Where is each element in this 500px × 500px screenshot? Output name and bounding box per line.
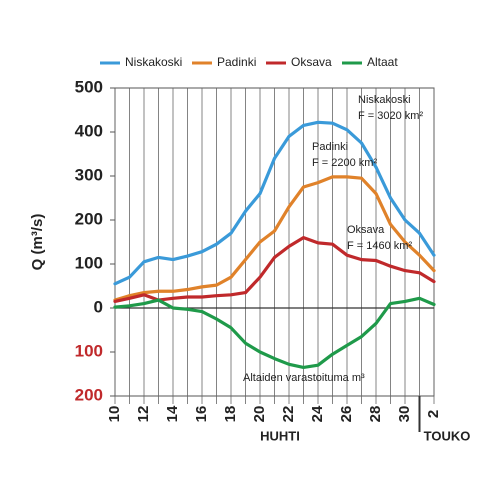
y-axis-label: Q (m³/s) (29, 214, 46, 271)
legend-item: Oksava (266, 55, 332, 69)
series-line (113, 175, 436, 302)
x-tick-label: 12 (135, 406, 152, 423)
month-label: TOUKO (424, 428, 471, 443)
x-tick-label: 14 (164, 405, 181, 422)
legend-label: Altaat (367, 55, 398, 69)
x-tick-label: 28 (367, 406, 384, 423)
x-tick-label: 20 (251, 406, 268, 423)
x-tick-label: 26 (338, 406, 355, 423)
x-tick-label: 2 (425, 410, 442, 418)
series-line (113, 120, 436, 286)
annotation: Niskakoski (358, 94, 411, 106)
y-tick-label: 100 (75, 341, 103, 360)
legend-item: Padinki (192, 55, 256, 69)
legend-item: Niskakoski (100, 55, 182, 69)
y-tick-label: 500 (75, 77, 103, 96)
annotation: Oksava (347, 224, 385, 236)
annotation: F = 1460 km² (347, 240, 412, 252)
y-tick-label: 100 (75, 253, 103, 272)
y-tick-label: 300 (75, 165, 103, 184)
x-tick-label: 30 (396, 406, 413, 423)
legend-label: Niskakoski (125, 55, 182, 69)
x-tick-label: 24 (309, 405, 326, 422)
x-tick-label: 22 (280, 406, 297, 423)
series-line (113, 236, 436, 303)
legend-label: Oksava (291, 55, 332, 69)
y-tick-label: 200 (75, 385, 103, 404)
annotation: F = 2200 km² (312, 157, 377, 169)
annotation: Altaiden varastoituma m³ (243, 372, 365, 384)
legend-label: Padinki (217, 55, 256, 69)
y-tick-label: 0 (94, 297, 103, 316)
x-tick-label: 10 (106, 406, 123, 423)
annotation: Padinki (312, 141, 348, 153)
annotation: F = 3020 km² (358, 110, 423, 122)
series-line (113, 296, 436, 369)
y-tick-label: 200 (75, 209, 103, 228)
x-tick-label: 18 (222, 406, 239, 423)
month-label: HUHTI (260, 428, 300, 443)
legend-item: Altaat (342, 55, 398, 69)
y-tick-label: 400 (75, 121, 103, 140)
x-tick-label: 16 (193, 406, 210, 423)
